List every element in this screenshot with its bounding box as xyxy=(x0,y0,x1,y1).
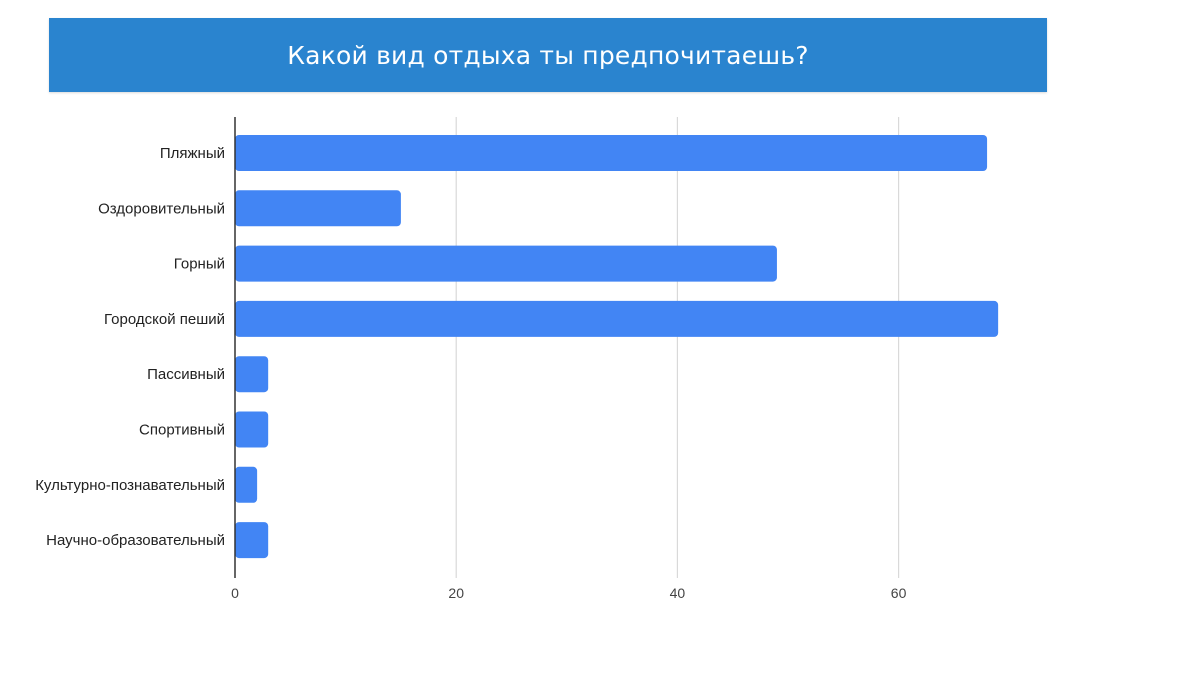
bar xyxy=(235,522,269,559)
category-label: Городской пеший xyxy=(104,311,225,328)
chart-title: Какой вид отдыха ты предпочитаешь? xyxy=(287,40,809,70)
bar xyxy=(235,190,401,227)
bar xyxy=(235,356,269,393)
category-label: Пассивный xyxy=(147,366,225,383)
x-tick-label: 40 xyxy=(670,585,686,601)
x-tick-label: 0 xyxy=(231,585,239,601)
bar xyxy=(235,135,988,171)
category-label: Культурно-познавательный xyxy=(35,477,225,494)
category-label: Пляжный xyxy=(160,145,225,162)
category-label: Спортивный xyxy=(139,422,225,439)
bars xyxy=(235,135,999,559)
bar xyxy=(235,411,269,448)
category-labels: Пляжный Оздоровительный Горный Городской пе… xyxy=(35,145,225,549)
bar xyxy=(235,245,777,282)
bar xyxy=(235,300,999,337)
category-label: Оздоровительный xyxy=(98,200,225,217)
title-banner: Какой вид отдыха ты предпочитаешь? xyxy=(49,18,1047,92)
x-tick-label: 60 xyxy=(891,585,907,601)
gridlines xyxy=(455,117,900,578)
bar xyxy=(235,466,258,503)
category-label: Горный xyxy=(174,256,225,273)
x-tick-label: 20 xyxy=(448,585,464,601)
tick-labels: 0 20 40 60 xyxy=(231,585,906,601)
category-label: Научно-образовательный xyxy=(46,532,225,549)
